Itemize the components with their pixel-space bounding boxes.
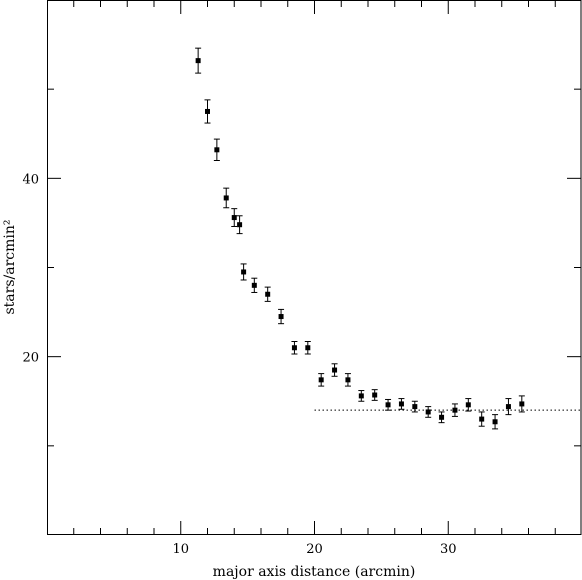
point-marker	[305, 345, 311, 351]
data-point	[291, 341, 298, 355]
tick-labels: 10 20 30 20 40	[22, 172, 456, 557]
point-marker	[439, 414, 445, 420]
x-tick-label: 30	[440, 542, 457, 557]
point-marker	[278, 314, 284, 320]
plot-frame	[47, 0, 582, 535]
point-marker	[492, 419, 498, 425]
point-marker	[241, 269, 247, 275]
data-point	[425, 406, 432, 418]
point-marker	[195, 58, 201, 64]
point-marker	[398, 401, 404, 407]
point-marker	[231, 215, 237, 221]
data-point	[492, 414, 499, 430]
plot-axes	[47, 0, 582, 535]
point-marker	[479, 416, 485, 422]
data-point	[411, 400, 418, 413]
y-tick-label: 20	[22, 351, 39, 366]
point-marker	[214, 147, 220, 153]
x-tick-label: 20	[306, 542, 323, 557]
axis-ticks	[47, 0, 581, 535]
point-marker	[205, 108, 210, 114]
point-marker	[425, 409, 431, 415]
data-point	[318, 373, 325, 387]
data-point	[505, 398, 512, 416]
point-marker	[465, 402, 471, 408]
data-point	[223, 187, 230, 209]
data-point	[213, 138, 220, 161]
y-axis-title: stars/arcmin²	[2, 219, 18, 314]
x-axis-title: major axis distance (arcmin)	[213, 564, 416, 580]
point-marker	[452, 407, 458, 413]
point-marker	[372, 392, 378, 398]
data-point	[204, 99, 211, 124]
data-point	[240, 263, 247, 281]
data-point	[385, 398, 392, 411]
point-marker	[385, 402, 391, 408]
data-point	[236, 215, 243, 235]
data-point	[304, 341, 311, 355]
data-point	[344, 373, 351, 387]
data-point	[231, 208, 238, 227]
point-marker	[412, 404, 418, 410]
data-point	[195, 47, 202, 74]
point-marker	[358, 393, 364, 399]
point-marker	[318, 377, 324, 383]
data-point	[398, 398, 405, 410]
data-point	[251, 277, 258, 293]
point-marker	[223, 195, 229, 201]
data-point	[331, 363, 338, 377]
point-marker	[519, 401, 525, 407]
point-marker	[237, 222, 243, 228]
data-point	[451, 403, 458, 417]
data-point	[358, 390, 365, 402]
data-point	[264, 286, 271, 302]
y-tick-label: 40	[22, 172, 39, 187]
data-point	[371, 389, 378, 401]
data-points	[195, 47, 525, 430]
data-point	[478, 411, 485, 427]
x-tick-label: 10	[172, 542, 189, 557]
point-marker	[265, 291, 271, 297]
data-point	[518, 395, 525, 413]
point-marker	[332, 367, 338, 373]
data-point	[438, 411, 445, 424]
point-marker	[291, 345, 297, 351]
data-point	[278, 308, 285, 325]
point-marker	[251, 282, 257, 288]
data-point	[465, 398, 472, 412]
point-marker	[345, 377, 351, 383]
point-marker	[505, 404, 511, 410]
